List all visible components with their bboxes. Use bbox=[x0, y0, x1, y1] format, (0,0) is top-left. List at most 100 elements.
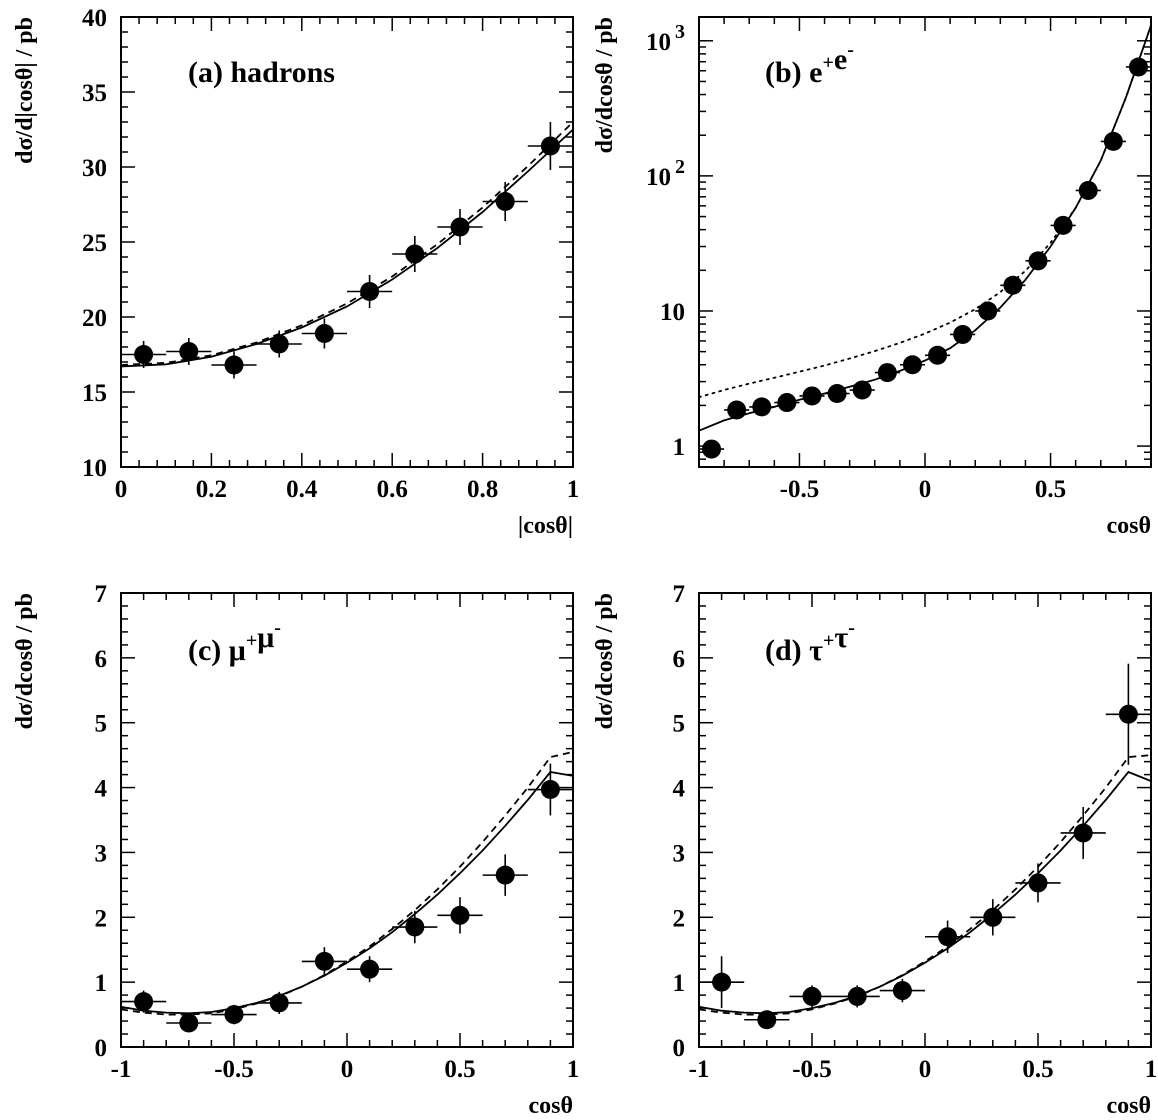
x-tick-label: -0.5 bbox=[780, 476, 820, 503]
data-point bbox=[702, 439, 722, 459]
x-axis-title: |cosθ| bbox=[518, 513, 573, 539]
panel-b: -0.5 0 0.5 1 10 10 2 10 3 cosθ dσ/dcosθ / pb (b) e+… bbox=[592, 16, 1152, 539]
data-point bbox=[179, 342, 199, 361]
x-tick-label: -0.5 bbox=[792, 1056, 832, 1083]
x-tick-label: 0.5 bbox=[1035, 476, 1066, 503]
data-point bbox=[314, 951, 334, 971]
data-point bbox=[1118, 704, 1138, 724]
x-tick-label: 0 bbox=[341, 1056, 354, 1083]
data-point bbox=[1003, 275, 1023, 295]
data-point bbox=[892, 981, 912, 1001]
data-point bbox=[134, 345, 154, 364]
data-point bbox=[953, 324, 973, 344]
y-tick-label: 10 2 bbox=[646, 156, 685, 191]
data-point bbox=[1073, 823, 1093, 843]
panel-d: -1 -0.5 0 0.5 1 0 1 2 3 4 5 6 7 cosθ dσ/dcosθ / pb (d) … bbox=[592, 581, 1157, 1119]
x-tick-label: -1 bbox=[111, 1056, 132, 1083]
data-point bbox=[727, 400, 747, 420]
panel-c: -1 -0.5 0 0.5 1 0 1 2 3 4 5 6 7 cosθ dσ/dcosθ / pb (c) … bbox=[12, 581, 579, 1119]
y-tick-label: 5 bbox=[95, 711, 108, 738]
curve-dashed bbox=[699, 754, 1151, 1016]
data-point bbox=[179, 1013, 199, 1033]
data-point bbox=[1078, 180, 1098, 200]
curve-solid bbox=[121, 128, 573, 368]
y-tick-label: 2 bbox=[95, 905, 108, 932]
y-tick-label: 10 bbox=[82, 455, 107, 482]
x-tick-label: 0.2 bbox=[196, 476, 227, 503]
panel-label: (c) μ+μ- bbox=[188, 617, 281, 667]
y-tick-label: 35 bbox=[82, 80, 107, 107]
curve-dashed bbox=[121, 121, 573, 366]
y-tick-label: 40 bbox=[82, 5, 107, 32]
panel-a: 0 0.2 0.4 0.6 0.8 1 10 15 20 25 30 35 40 |cosθ| dσ/d|c… bbox=[12, 5, 579, 539]
data-point bbox=[852, 380, 872, 400]
x-tick-label: 0.6 bbox=[377, 476, 408, 503]
y-tick-label: 7 bbox=[673, 581, 686, 608]
data-point bbox=[450, 905, 470, 925]
data-point bbox=[712, 972, 732, 992]
y-tick-label: 4 bbox=[673, 776, 686, 803]
data-point bbox=[1053, 215, 1073, 235]
curve-solid bbox=[121, 771, 573, 1015]
y-tick-label: 15 bbox=[82, 380, 107, 407]
data-point bbox=[1103, 131, 1123, 151]
x-tick-label: 0.5 bbox=[1022, 1056, 1053, 1083]
y-axis-title: dσ/dcosθ / pb bbox=[12, 593, 38, 729]
y-tick-label: 1 bbox=[673, 970, 686, 997]
data-point bbox=[495, 192, 515, 211]
data-point bbox=[777, 393, 797, 413]
x-tick-label: 1 bbox=[1145, 1056, 1158, 1083]
y-tick-label: 20 bbox=[82, 305, 107, 332]
y-tick-label: 5 bbox=[673, 711, 686, 738]
data-point bbox=[877, 363, 897, 383]
x-axis-title: cosθ bbox=[528, 1093, 573, 1119]
data-point bbox=[269, 334, 289, 354]
y-tick-label: 1 bbox=[673, 434, 686, 461]
x-tick-label: -1 bbox=[689, 1056, 710, 1083]
data-point bbox=[938, 927, 958, 947]
x-tick-label: 0 bbox=[919, 1056, 932, 1083]
panel-label: (d) τ+τ- bbox=[765, 617, 855, 667]
y-tick-label: 4 bbox=[95, 776, 108, 803]
data-point bbox=[360, 282, 380, 301]
data-point bbox=[360, 959, 380, 979]
y-tick-label: 0 bbox=[95, 1035, 108, 1062]
y-tick-label: 7 bbox=[95, 581, 108, 608]
y-tick-label: 1 bbox=[95, 970, 108, 997]
x-tick-label: 0 bbox=[115, 476, 128, 503]
curve-dashed bbox=[121, 751, 573, 1016]
x-axis-title: cosθ bbox=[1106, 1093, 1151, 1119]
data-point bbox=[752, 397, 772, 417]
data-point bbox=[978, 301, 998, 321]
x-tick-label: -0.5 bbox=[214, 1056, 254, 1083]
y-axis-title: dσ/d|cosθ| / pb bbox=[12, 17, 38, 164]
y-tick-label: 2 bbox=[673, 905, 686, 932]
y-axis-title: dσ/dcosθ / pb bbox=[592, 593, 618, 729]
data-point bbox=[269, 993, 289, 1013]
x-tick-label: 0.4 bbox=[286, 476, 318, 503]
data-point bbox=[224, 1005, 244, 1025]
data-point bbox=[1028, 873, 1048, 893]
y-tick-label: 25 bbox=[82, 230, 107, 257]
y-tick-label: 6 bbox=[673, 646, 686, 673]
x-tick-label: 1 bbox=[567, 1056, 580, 1083]
x-axis-title: cosθ bbox=[1106, 513, 1151, 539]
data-point bbox=[1028, 251, 1048, 271]
x-tick-label: 1 bbox=[567, 476, 580, 503]
data-point bbox=[902, 355, 922, 375]
y-tick-label: 30 bbox=[82, 155, 107, 182]
data-point bbox=[314, 324, 334, 343]
data-point bbox=[847, 986, 867, 1006]
data-point bbox=[1128, 57, 1148, 77]
data-point bbox=[757, 1010, 777, 1030]
x-tick-label: 0.5 bbox=[444, 1056, 475, 1083]
data-point bbox=[450, 217, 470, 237]
panel-label: (b) e+e- bbox=[765, 39, 854, 89]
y-tick-label: 6 bbox=[95, 646, 108, 673]
x-tick-label: 0.8 bbox=[467, 476, 498, 503]
data-point bbox=[928, 345, 948, 365]
y-tick-label: 3 bbox=[673, 840, 686, 867]
y-axis-title: dσ/dcosθ / pb bbox=[592, 17, 618, 153]
data-point bbox=[495, 865, 515, 885]
